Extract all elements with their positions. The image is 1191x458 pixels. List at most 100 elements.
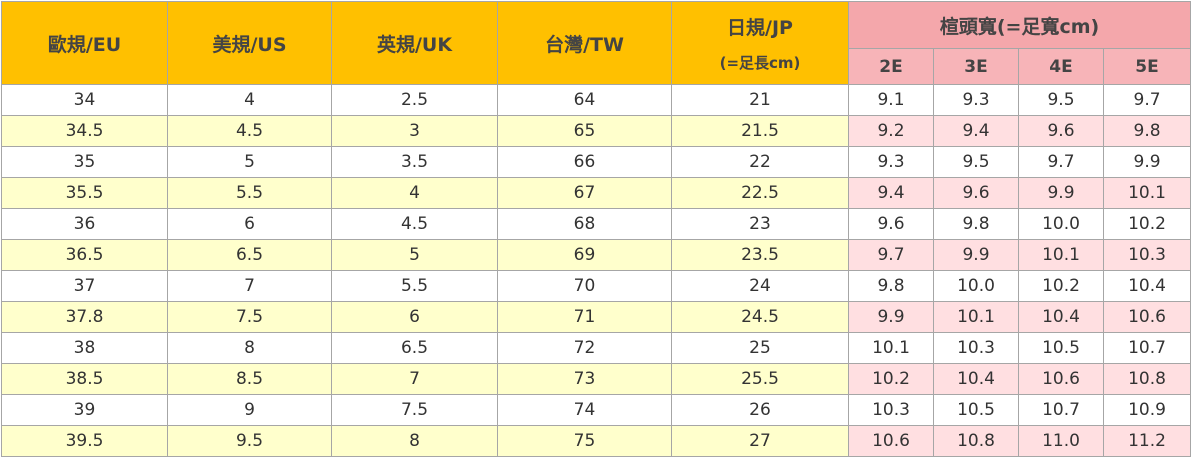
table-cell: 5 — [167, 146, 332, 178]
table-cell: 10.6 — [848, 425, 934, 457]
table-cell: 9.7 — [848, 239, 934, 271]
table-cell: 10.8 — [933, 425, 1019, 457]
table-cell: 6.5 — [167, 239, 332, 271]
table-cell: 24.5 — [671, 301, 849, 333]
table-cell: 7 — [167, 270, 332, 302]
table-row: 39.5 9.5 8 75 27 10.6 10.8 11.0 11.2 — [1, 425, 1191, 457]
table-cell: 10.7 — [1102, 332, 1191, 364]
table-cell: 10.4 — [1018, 301, 1104, 333]
table-cell: 37 — [1, 270, 168, 302]
table-cell: 10.5 — [933, 394, 1019, 426]
table-cell: 3 — [331, 115, 498, 147]
table-cell: 6 — [167, 208, 332, 240]
table-cell: 8 — [167, 332, 332, 364]
table-body: 34 4 2.5 64 21 9.1 9.3 9.5 9.7 34.5 4.5 3 65 21.5 9.2 9… — [1, 84, 1191, 457]
table-cell: 21 — [671, 84, 849, 116]
table-cell: 71 — [497, 301, 672, 333]
table-cell: 10.3 — [848, 394, 934, 426]
table-cell: 5.5 — [331, 270, 498, 302]
table-cell: 10.7 — [1018, 394, 1104, 426]
table-cell: 72 — [497, 332, 672, 364]
table-cell: 39.5 — [1, 425, 168, 457]
table-cell: 34.5 — [1, 115, 168, 147]
table-cell: 9.6 — [848, 208, 934, 240]
header-cell: 5E — [1102, 48, 1191, 85]
table-cell: 10.2 — [1102, 208, 1191, 240]
table-cell: 37.8 — [1, 301, 168, 333]
header-cell: 歐規/EU — [1, 1, 168, 85]
table-cell: 9.9 — [848, 301, 934, 333]
header-cell: 英規/UK — [331, 1, 498, 85]
table-cell: 9.8 — [933, 208, 1019, 240]
table-cell: 11.0 — [1018, 425, 1104, 457]
table-row: 34.5 4.5 3 65 21.5 9.2 9.4 9.6 9.8 — [1, 115, 1191, 147]
table-cell: 9.4 — [848, 177, 934, 209]
table-cell: 3.5 — [331, 146, 498, 178]
table-cell: 10.5 — [1018, 332, 1104, 364]
table-cell: 9.8 — [848, 270, 934, 302]
table-row: 38.5 8.5 7 73 25.5 10.2 10.4 10.6 10.8 — [1, 363, 1191, 395]
table-cell: 10.8 — [1102, 363, 1191, 395]
table-cell: 69 — [497, 239, 672, 271]
header-cell: 楦頭寬(=足寬cm) — [847, 1, 1191, 49]
table-cell: 22.5 — [671, 177, 849, 209]
table-cell: 9.5 — [933, 146, 1019, 178]
table-cell: 9.9 — [1018, 177, 1104, 209]
header-cell: 4E — [1018, 48, 1104, 85]
table-cell: 9.4 — [933, 115, 1019, 147]
table-row: 35.5 5.5 4 67 22.5 9.4 9.6 9.9 10.1 — [1, 177, 1191, 209]
table-row: 36.5 6.5 5 69 23.5 9.7 9.9 10.1 10.3 — [1, 239, 1191, 271]
table-row: 35 5 3.5 66 22 9.3 9.5 9.7 9.9 — [1, 146, 1191, 178]
table-cell: 4 — [331, 177, 498, 209]
table-cell: 10.3 — [1102, 239, 1191, 271]
header-cell: 美規/US — [167, 1, 332, 85]
table-cell: 10.2 — [848, 363, 934, 395]
table-cell: 9.8 — [1102, 115, 1191, 147]
table-cell: 10.6 — [1102, 301, 1191, 333]
table-cell: 5.5 — [167, 177, 332, 209]
table-cell: 4 — [167, 84, 332, 116]
table-row: 39 9 7.5 74 26 10.3 10.5 10.7 10.9 — [1, 394, 1191, 426]
header-cell: 日規/JP (=足長cm) — [671, 1, 849, 85]
table-cell: 67 — [497, 177, 672, 209]
header-cell: 台灣/TW — [497, 1, 672, 85]
table-cell: 9.9 — [1102, 146, 1191, 178]
table-cell: 10.1 — [1018, 239, 1104, 271]
table-cell: 9.5 — [167, 425, 332, 457]
header-text: 日規/JP — [727, 17, 793, 39]
table-row: 38 8 6.5 72 25 10.1 10.3 10.5 10.7 — [1, 332, 1191, 364]
table-cell: 9.9 — [933, 239, 1019, 271]
header-cell: 3E — [933, 48, 1019, 85]
table-cell: 9.3 — [848, 146, 934, 178]
table-cell: 38.5 — [1, 363, 168, 395]
table-cell: 26 — [671, 394, 849, 426]
table-cell: 23.5 — [671, 239, 849, 271]
table-cell: 10.2 — [1018, 270, 1104, 302]
table-cell: 38 — [1, 332, 168, 364]
table-cell: 8.5 — [167, 363, 332, 395]
table-cell: 10.1 — [848, 332, 934, 364]
table-cell: 10.3 — [933, 332, 1019, 364]
table-cell: 10.1 — [933, 301, 1019, 333]
table-cell: 10.4 — [1102, 270, 1191, 302]
table-cell: 10.0 — [933, 270, 1019, 302]
table-cell: 2.5 — [331, 84, 498, 116]
table-cell: 25 — [671, 332, 849, 364]
table-cell: 9.7 — [1018, 146, 1104, 178]
table-cell: 36 — [1, 208, 168, 240]
table-cell: 36.5 — [1, 239, 168, 271]
table-cell: 9.6 — [1018, 115, 1104, 147]
table-cell: 9.2 — [848, 115, 934, 147]
table-cell: 25.5 — [671, 363, 849, 395]
table-cell: 27 — [671, 425, 849, 457]
header-cell: 2E — [848, 48, 934, 85]
table-cell: 4.5 — [331, 208, 498, 240]
table-row: 36 6 4.5 68 23 9.6 9.8 10.0 10.2 — [1, 208, 1191, 240]
table-cell: 21.5 — [671, 115, 849, 147]
table-cell: 9.7 — [1102, 84, 1191, 116]
table-cell: 70 — [497, 270, 672, 302]
table-cell: 10.1 — [1102, 177, 1191, 209]
table-cell: 6 — [331, 301, 498, 333]
